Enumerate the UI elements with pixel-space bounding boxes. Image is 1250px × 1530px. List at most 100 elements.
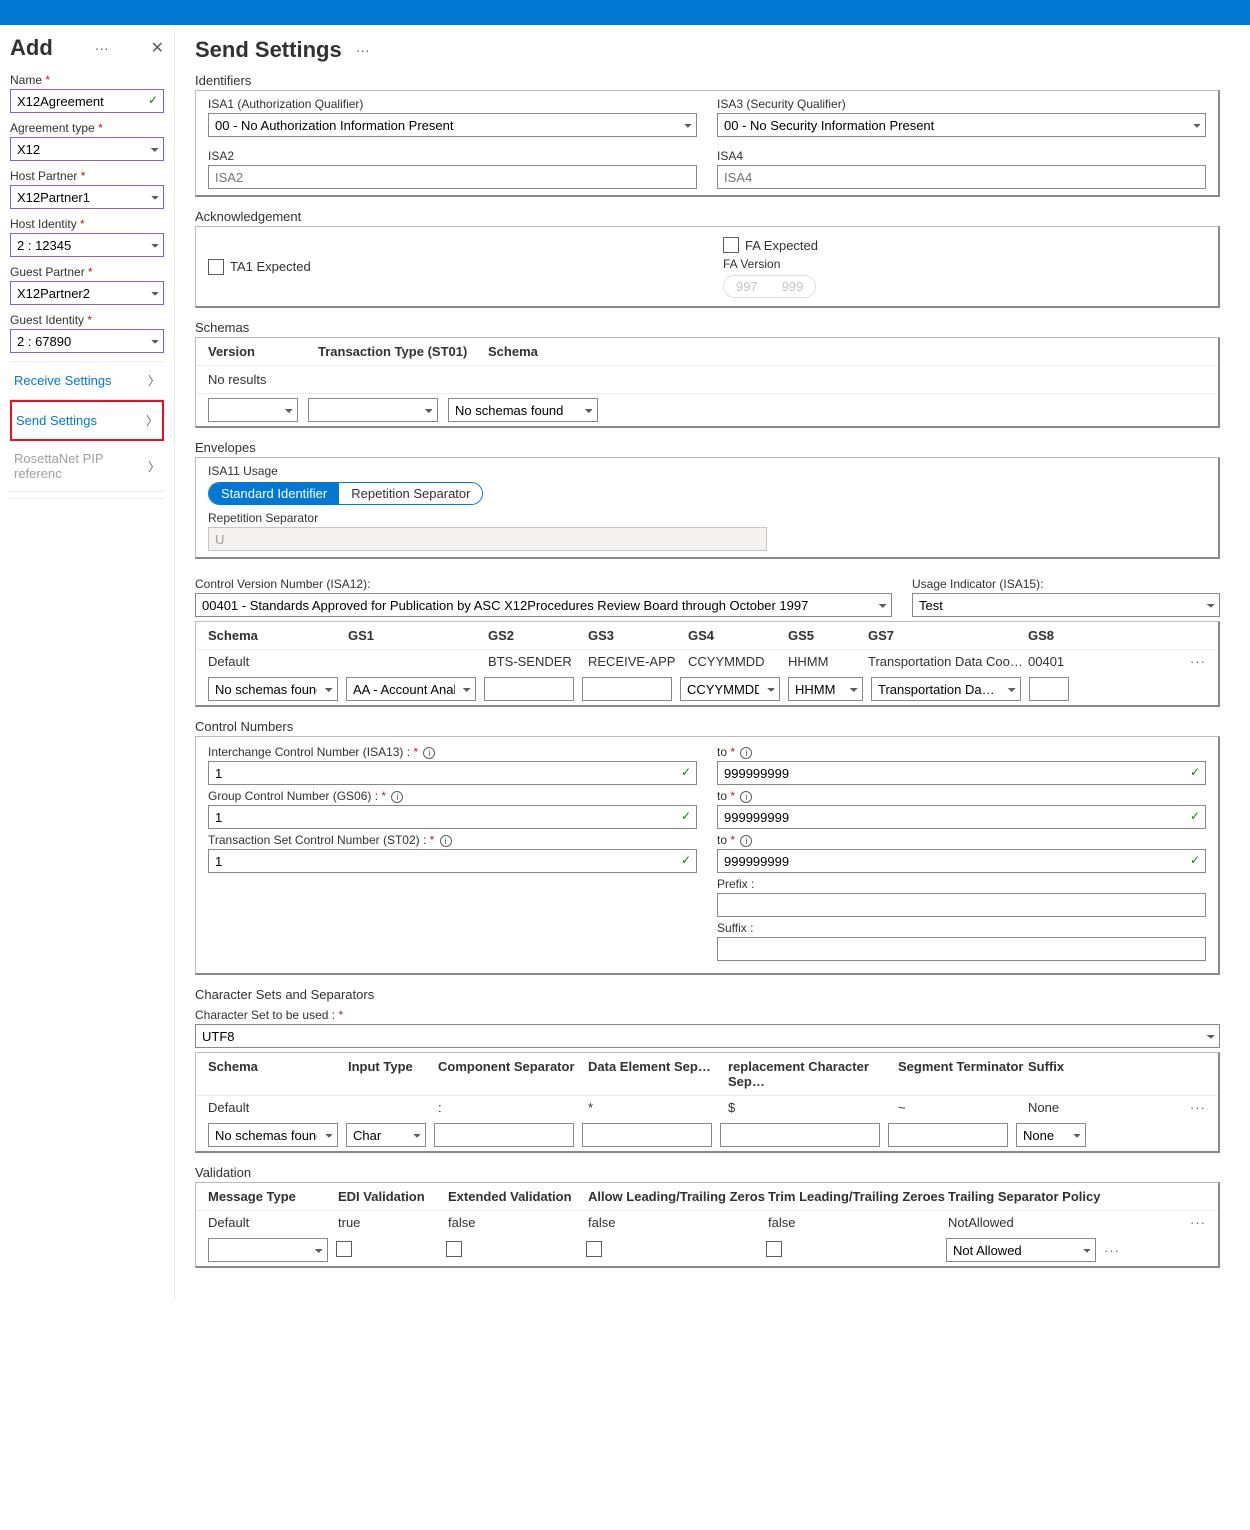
lead-checkbox[interactable] <box>586 1241 602 1257</box>
comp-sep-input[interactable] <box>434 1123 574 1147</box>
rep-sep-input[interactable] <box>720 1123 880 1147</box>
suffix-input[interactable] <box>717 937 1206 961</box>
trim-checkbox[interactable] <box>766 1241 782 1257</box>
row-more-icon[interactable]: ··· <box>1104 1243 1120 1258</box>
fa-999-pill[interactable]: 999 <box>770 276 816 297</box>
col-rep-sep: replacement Character Sep… <box>728 1059 898 1089</box>
cell-lead: false <box>588 1215 768 1230</box>
info-icon[interactable]: i <box>423 747 435 759</box>
gs3-input[interactable] <box>582 677 672 701</box>
gs06-from-input[interactable] <box>208 805 697 829</box>
trail-policy-select[interactable]: Not Allowed <box>946 1238 1096 1262</box>
isa12-select[interactable]: 00401 - Standards Approved for Publicati… <box>195 593 892 617</box>
fa-checkbox[interactable] <box>723 237 739 253</box>
info-icon[interactable]: i <box>440 835 452 847</box>
cs-select[interactable]: UTF8 <box>195 1024 1220 1048</box>
guest-identity-select[interactable]: 2 : 67890 <box>10 329 164 353</box>
info-icon[interactable]: i <box>740 747 752 759</box>
fa-version-label: FA Version <box>723 257 1206 271</box>
col-seg-term: Segment Terminator <box>898 1059 1028 1089</box>
col-trail: Trailing Separator Policy <box>948 1189 1206 1204</box>
col-gs7: GS7 <box>868 628 1028 643</box>
isa15-select[interactable]: Test <box>912 593 1220 617</box>
top-bar <box>0 0 1250 25</box>
msg-type-select[interactable] <box>208 1238 328 1262</box>
cell-gs4: CCYYMMDD <box>688 654 788 669</box>
ta1-checkbox[interactable] <box>208 259 224 275</box>
input-type-select[interactable]: Char <box>346 1123 426 1147</box>
info-icon[interactable]: i <box>391 791 403 803</box>
schema-select[interactable]: No schemas found <box>448 398 598 422</box>
col-ext: Extended Validation <box>448 1189 588 1204</box>
rep-sep-label: Repetition Separator <box>208 511 1206 525</box>
name-input[interactable] <box>10 89 164 113</box>
host-partner-select[interactable]: X12Partner1 <box>10 185 164 209</box>
cell-de: * <box>588 1100 728 1115</box>
more-icon[interactable]: ··· <box>352 42 374 58</box>
isa2-input[interactable] <box>208 165 697 189</box>
suffix-select[interactable]: None <box>1016 1123 1086 1147</box>
cell-gs2: BTS-SENDER <box>488 654 588 669</box>
row-more-icon[interactable]: ··· <box>1190 654 1206 669</box>
gs06-to-input[interactable] <box>717 805 1206 829</box>
prefix-label: Prefix : <box>717 877 1206 891</box>
cell-seg: ~ <box>898 1100 1028 1115</box>
col-version: Version <box>208 344 318 359</box>
schema-select[interactable]: No schemas found <box>208 1123 338 1147</box>
col-gs1: GS1 <box>348 628 488 643</box>
cs-label: Character Set to be used : * <box>195 1008 1220 1022</box>
schemas-heading: Schemas <box>195 320 1220 335</box>
st02-from-input[interactable] <box>208 849 697 873</box>
gs1-select[interactable]: AA - Account Anal… <box>346 677 476 701</box>
cell-suffix: None <box>1028 1100 1190 1115</box>
nav-send-settings[interactable]: Send Settings〉 <box>10 400 164 441</box>
gs5-select[interactable]: HHMM <box>788 677 863 701</box>
col-de-sep: Data Element Sep… <box>588 1059 728 1089</box>
agreement-type-select[interactable]: X12 <box>10 137 164 161</box>
isa3-label: ISA3 (Security Qualifier) <box>717 97 1206 111</box>
version-select[interactable] <box>208 398 298 422</box>
to-label: to * i <box>717 745 1206 759</box>
gs7-select[interactable]: Transportation Da… <box>871 677 1021 701</box>
row-more-icon[interactable]: ··· <box>1190 1100 1206 1115</box>
prefix-input[interactable] <box>717 893 1206 917</box>
guest-partner-select[interactable]: X12Partner2 <box>10 281 164 305</box>
col-input-type: Input Type <box>348 1059 438 1089</box>
col-schema: Schema <box>208 1059 348 1089</box>
cell-mt: Default <box>208 1215 338 1230</box>
to-label: to * i <box>717 789 1206 803</box>
row-more-icon[interactable]: ··· <box>1190 1215 1206 1230</box>
isa1-select[interactable]: 00 - No Authorization Information Presen… <box>208 113 697 137</box>
more-icon[interactable]: ··· <box>91 40 113 56</box>
nav-receive-settings[interactable]: Receive Settings〉 <box>10 362 164 400</box>
de-sep-input[interactable] <box>582 1123 712 1147</box>
transaction-type-select[interactable] <box>308 398 438 422</box>
ext-checkbox[interactable] <box>446 1241 462 1257</box>
schema-select[interactable]: No schemas found <box>208 677 338 701</box>
cell-trail: NotAllowed <box>948 1215 1190 1230</box>
col-gs5: GS5 <box>788 628 868 643</box>
standard-identifier-pill[interactable]: Standard Identifier <box>209 483 339 504</box>
gs2-input[interactable] <box>484 677 574 701</box>
cell-schema: Default <box>208 654 348 669</box>
isa3-select[interactable]: 00 - No Security Information Present <box>717 113 1206 137</box>
info-icon[interactable]: i <box>740 791 752 803</box>
nav-rosettanet[interactable]: RosettaNet PIP referenc〉 <box>10 441 164 492</box>
charset-heading: Character Sets and Separators <box>195 987 1220 1002</box>
nav-label: Send Settings <box>16 413 97 428</box>
host-identity-select[interactable]: 2 : 12345 <box>10 233 164 257</box>
close-icon[interactable]: ✕ <box>151 38 164 58</box>
seg-term-input[interactable] <box>888 1123 1008 1147</box>
gs4-select[interactable]: CCYYMMDD <box>680 677 780 701</box>
isa13-to-input[interactable] <box>717 761 1206 785</box>
info-icon[interactable]: i <box>740 835 752 847</box>
isa13-from-input[interactable] <box>208 761 697 785</box>
fa-997-pill[interactable]: 997 <box>724 276 770 297</box>
st02-to-input[interactable] <box>717 849 1206 873</box>
col-gs8: GS8 <box>1028 628 1206 643</box>
gs8-input[interactable] <box>1029 677 1069 701</box>
edi-checkbox[interactable] <box>336 1241 352 1257</box>
repetition-separator-pill[interactable]: Repetition Separator <box>339 483 482 504</box>
col-schema: Schema <box>208 628 348 643</box>
isa4-input[interactable] <box>717 165 1206 189</box>
